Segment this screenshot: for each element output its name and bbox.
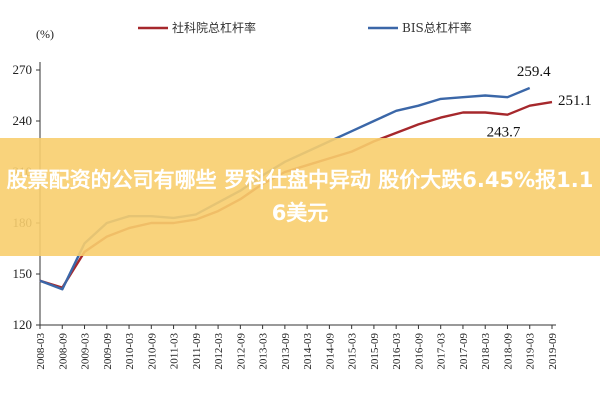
y-unit-label: (%): [36, 27, 54, 41]
x-tick-label: 2009-09: [102, 333, 114, 370]
x-tick-label: 2013-03: [258, 333, 270, 370]
y-tick-label: 270: [13, 62, 33, 77]
data-annotation: 243.7: [487, 125, 521, 141]
y-tick-label: 120: [13, 317, 33, 332]
x-tick-label: 2018-03: [480, 333, 492, 370]
x-tick-label: 2019-09: [547, 333, 559, 370]
headline-text[interactable]: 股票配资的公司有哪些 罗科仕盘中异动 股价大跌6.45%报1.16美元: [6, 168, 594, 225]
data-annotations: 259.4 251.1 243.7: [487, 64, 592, 141]
legend-label-1: BIS总杠杆率: [402, 20, 472, 35]
data-annotation: 259.4: [517, 64, 551, 80]
x-tick-label: 2010-03: [124, 333, 136, 370]
legend-label-0: 社科院总杠杆率: [172, 20, 256, 35]
x-tick-label: 2017-09: [458, 333, 470, 370]
x-tick-label: 2018-09: [502, 333, 514, 370]
x-tick-label: 2019-03: [525, 333, 537, 370]
x-tick-label: 2013-09: [280, 333, 292, 370]
x-tick-label: 2012-03: [213, 333, 225, 370]
y-tick-label: 150: [13, 266, 33, 281]
x-tick-label: 2015-09: [369, 333, 381, 370]
x-tick-label: 2016-09: [413, 333, 425, 370]
x-tick-label: 2010-09: [146, 333, 158, 370]
x-tick-label: 2008-03: [35, 333, 47, 370]
data-annotation: 251.1: [558, 93, 592, 109]
x-tick-label: 2011-03: [169, 333, 181, 370]
x-tick-label: 2016-03: [391, 333, 403, 370]
x-tick-label: 2014-09: [324, 333, 336, 370]
x-tick-label: 2009-03: [80, 333, 92, 370]
x-tick-label: 2014-03: [302, 333, 314, 370]
y-tick-label: 240: [13, 113, 33, 128]
x-tick-label: 2017-03: [436, 333, 448, 370]
x-tick-label: 2015-03: [347, 333, 359, 370]
legend: 社科院总杠杆率 BIS总杠杆率: [138, 20, 472, 35]
x-tick-label: 2008-09: [57, 333, 69, 370]
x-tick-label: 2012-09: [235, 333, 247, 370]
x-tick-label: 2011-09: [191, 333, 203, 370]
axes: 1201501802102402702008-032008-092009-032…: [13, 62, 559, 370]
headline-banner[interactable]: 股票配资的公司有哪些 罗科仕盘中异动 股价大跌6.45%报1.16美元: [0, 138, 600, 256]
